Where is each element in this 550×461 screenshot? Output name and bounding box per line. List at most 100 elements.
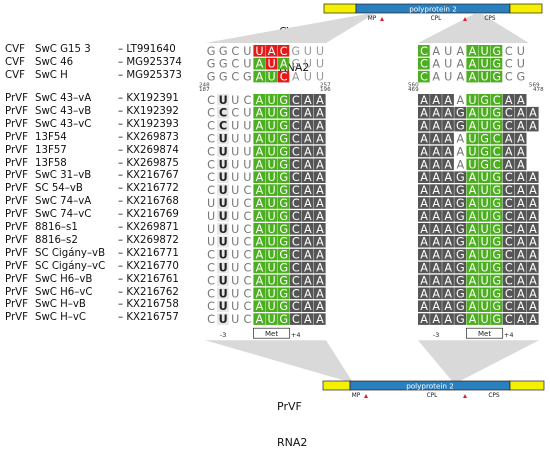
prvf-row-2-accession: – KX192393: [118, 118, 179, 130]
prvf-row-7-left-nt-9-bg: [313, 184, 326, 196]
prvf-row-15-right-nt-4-bg: [466, 287, 479, 300]
prvf-row-15-left-nt-3: C: [243, 287, 251, 300]
prvf-row-3-left-nt-7-bg: [289, 132, 302, 145]
prvf-row-8-left-nt-9: A: [316, 197, 324, 210]
prvf-row-7-right-nt-7-bg: [502, 184, 515, 196]
prvf-row-4-left-nt-6-bg: [277, 145, 290, 158]
prvf-row-2-left-nt-4: A: [256, 120, 264, 133]
prvf-left-range-start: 187: [199, 87, 210, 93]
prvf-row-8-left-nt-0: U: [207, 197, 215, 210]
prvf-row-11-left-nt-4-bg: [253, 235, 266, 248]
prvf-row-17-left-nt-7: C: [292, 313, 300, 326]
prvf-row-3-strain: 13F54: [35, 131, 67, 143]
prvf-row-4-right-nt-2: A: [444, 145, 452, 158]
prvf-row-12-right-nt-2-bg: [442, 248, 454, 261]
prvf-row-1-right-nt-2-bg: [442, 106, 454, 119]
prvf-row-12-left-nt-0: C: [207, 249, 215, 262]
prvf-row-0-right-nt-5: G: [480, 94, 489, 107]
prvf-row-9-right-nt-6-bg: [490, 210, 503, 222]
prvf-row-6-left-nt-5: U: [267, 171, 275, 184]
prvf-row-8-left-nt-7-bg: [289, 197, 302, 209]
prvf-row-1-right-nt-1: A: [432, 107, 440, 120]
prvf-row-9-left-nt-7-bg: [289, 210, 302, 222]
prvf-row-7-left-nt-6: G: [279, 184, 288, 197]
cvf-row-0-virus: CVF: [5, 44, 25, 55]
cvf-row-0-accession: – LT991640: [118, 44, 176, 55]
cvf-row-1-right-nt-0-bg: [418, 57, 430, 70]
prvf-row-15-left-nt-7: C: [292, 287, 300, 300]
prvf-row-16-right-nt-2: A: [444, 300, 452, 313]
prvf-row-5-left-nt-3: U: [243, 158, 251, 171]
prvf-row-11-right-nt-5: U: [480, 236, 488, 249]
prvf-row-15-left-nt-6-bg: [277, 287, 290, 300]
cvf-row-2-right-nt-4: A: [469, 71, 477, 84]
prvf-row-5-left-nt-7-bg: [289, 158, 302, 171]
prvf-row-10-right-nt-8-bg: [514, 223, 527, 235]
cvf-row-2-right-nt-5-bg: [478, 70, 491, 83]
prvf-row-16-left-nt-4-bg: [253, 300, 266, 312]
prvf-row-11-right-nt-2-bg: [442, 235, 454, 248]
prvf-row-13-left-nt-5-bg: [265, 261, 278, 274]
prvf-row-1-left-nt-9: A: [316, 107, 324, 120]
cvf-row-2-left-nt-7: A: [292, 71, 300, 84]
prvf-row-13-left-nt-9: A: [316, 262, 324, 275]
prvf-row-15-right-nt-3: G: [456, 287, 465, 300]
cvf-row-0-right-nt-4-bg: [466, 45, 479, 57]
prvf-row-14-right-nt-4: A: [469, 274, 477, 287]
cvf-row-0-right-nt-4: A: [469, 45, 477, 58]
prvf-row-2-left-nt-9: A: [316, 120, 324, 133]
prvf-row-6-right-nt-0-bg: [418, 171, 430, 183]
prvf-row-15-right-nt-8-bg: [514, 287, 527, 300]
prvf-row-11-left-nt-1-bg: [217, 235, 229, 248]
prvf-row-14-left-nt-4-bg: [253, 274, 266, 287]
prvf-row-9-right-nt-7: C: [505, 210, 513, 223]
prvf-row-9-right-nt-5: U: [480, 210, 488, 223]
prvf-row-10-right-nt-0-bg: [418, 223, 430, 235]
prvf-row-0-left-nt-9-bg: [313, 94, 326, 106]
prvf-row-15-left-nt-4-bg: [253, 287, 266, 300]
prvf-row-13-left-nt-6-bg: [277, 261, 290, 274]
prvf-row-16-left-nt-1: U: [219, 300, 228, 313]
prvf-row-1-right-nt-6: G: [492, 107, 501, 120]
prvf-row-6-right-nt-4-bg: [466, 171, 479, 183]
prvf-row-16-right-nt-2-bg: [442, 300, 454, 312]
prvf-row-2-right-nt-4: A: [469, 120, 477, 133]
prvf-row-2-virus: PrVF: [5, 118, 28, 130]
prvf-row-1-left-nt-4: A: [256, 107, 264, 120]
prvf-row-4-right-nt-6: C: [493, 145, 501, 158]
prvf-row-2-left-nt-5-bg: [265, 119, 278, 132]
bottom-genome-marker-cps: CPS: [488, 393, 500, 399]
top-genome-5utr: [323, 3, 357, 14]
prvf-row-8-right-nt-0: A: [420, 197, 428, 210]
prvf-row-6-left-nt-8: A: [304, 171, 312, 184]
prvf-row-9-right-nt-6: G: [492, 210, 501, 223]
prvf-row-16-right-nt-7-bg: [502, 300, 515, 312]
prvf-row-2-right-nt-0: A: [420, 120, 428, 133]
prvf-row-7-right-nt-1: A: [432, 184, 440, 197]
prvf-row-14-right-nt-5: U: [480, 274, 488, 287]
prvf-row-8-right-nt-6: G: [492, 197, 501, 210]
prvf-row-17-right-nt-8-bg: [514, 313, 527, 325]
connector-bottom-left: [205, 340, 352, 381]
cvf-row-2-left-nt-0: G: [207, 71, 216, 84]
prvf-row-17-left-nt-7-bg: [289, 313, 302, 325]
prvf-row-14-right-nt-8-bg: [514, 274, 527, 287]
prvf-row-6-right-nt-0: A: [420, 171, 428, 184]
prvf-row-16-right-nt-3-bg: [454, 300, 466, 312]
prvf-row-1-left-nt-5-bg: [265, 106, 278, 119]
prvf-row-5-strain: 13F58: [35, 157, 67, 169]
prvf-row-16-left-nt-9-bg: [313, 300, 326, 312]
prvf-row-16-left-nt-7: C: [292, 300, 300, 313]
prvf-row-4-left-nt-4: A: [256, 145, 264, 158]
prvf-row-14-right-nt-1-bg: [430, 274, 442, 287]
prvf-row-8-right-nt-9: A: [529, 197, 537, 210]
prvf-row-9-right-nt-1-bg: [430, 210, 442, 222]
prvf-row-5-right-nt-4-bg: [466, 158, 479, 171]
prvf-row-6-right-nt-7-bg: [502, 171, 515, 183]
cvf-row-2-left-nt-4: A: [256, 71, 264, 84]
prvf-row-1-right-nt-5-bg: [478, 106, 491, 119]
prvf-row-8-right-nt-4: A: [469, 197, 477, 210]
prvf-row-7-left-nt-9: A: [316, 184, 324, 197]
cvf-row-1-right-nt-0: C: [420, 58, 428, 71]
prvf-row-6-right-nt-5-bg: [478, 171, 491, 183]
